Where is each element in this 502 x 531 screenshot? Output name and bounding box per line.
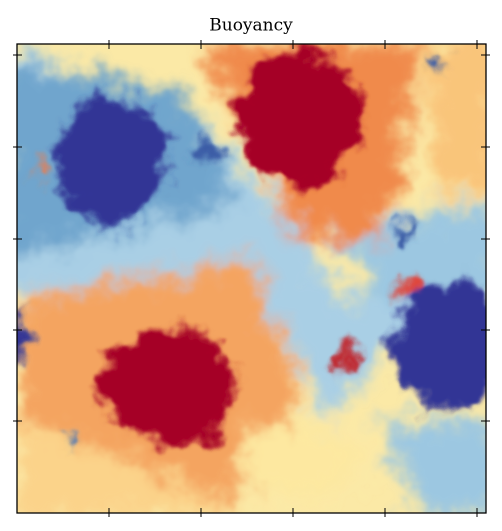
- axes-frame: [13, 40, 490, 517]
- field-image: [17, 44, 486, 513]
- title: Buoyancy: [209, 16, 293, 36]
